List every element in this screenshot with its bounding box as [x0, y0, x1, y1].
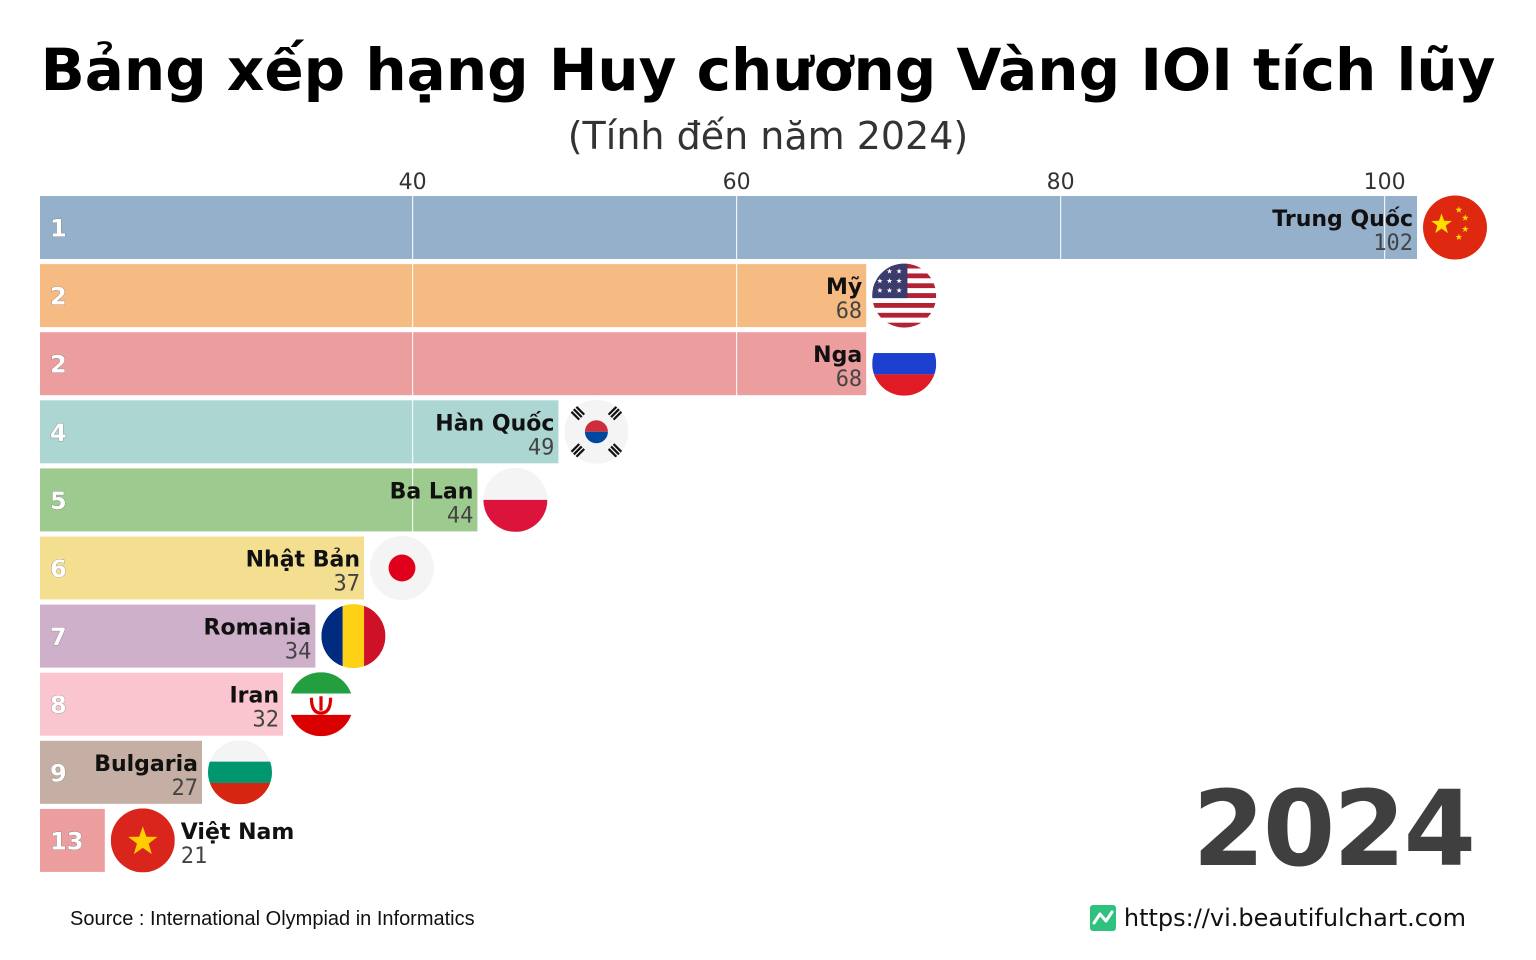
country-label: Trung Quốc — [1272, 207, 1413, 232]
grid-layer: 40 60 80 100 — [399, 170, 1406, 874]
value-label: 32 — [253, 708, 280, 733]
value-label: 49 — [528, 435, 555, 460]
rank-label: 2 — [50, 351, 67, 379]
x-tick-label: 60 — [723, 170, 751, 195]
value-label: 34 — [285, 640, 312, 665]
rank-label: 7 — [50, 623, 67, 651]
bulgaria-flag-icon — [208, 740, 272, 805]
bar-8 — [40, 672, 283, 736]
japan-flag-icon — [370, 536, 434, 600]
value-label: 37 — [334, 572, 361, 597]
country-label: Nhật Bản — [246, 548, 360, 573]
value-label: 68 — [836, 367, 863, 392]
rank-label: 6 — [50, 555, 67, 583]
bar-6 — [40, 536, 364, 600]
website-url[interactable]: https://vi.beautifulchart.com — [1123, 904, 1466, 932]
x-tick-label: 100 — [1364, 170, 1406, 195]
country-label: Romania — [204, 616, 312, 641]
x-tick-label: 40 — [399, 170, 427, 195]
rank-label: 2 — [50, 283, 67, 311]
bar-7 — [40, 604, 316, 668]
year-label: 2024 — [1192, 768, 1476, 890]
country-label: Mỹ — [826, 275, 862, 300]
bar-5 — [40, 468, 478, 532]
value-label: 68 — [836, 299, 863, 324]
country-label: Việt Nam — [181, 820, 294, 845]
romania-flag-icon — [321, 604, 386, 669]
source-text: Source : International Olympiad in Infor… — [70, 908, 475, 930]
south-korea-flag-icon — [564, 399, 629, 464]
country-label: Bulgaria — [94, 752, 198, 777]
rank-label: 13 — [50, 827, 83, 855]
website-link[interactable]: https://vi.beautifulchart.com — [1089, 904, 1466, 932]
poland-flag-icon — [483, 467, 548, 532]
country-label: Hàn Quốc — [435, 411, 554, 436]
bars-layer — [40, 196, 1417, 872]
bar-1 — [40, 196, 1417, 259]
value-label: 21 — [181, 844, 208, 869]
country-label: Ba Lan — [390, 479, 474, 504]
chart-title: Bảng xếp hạng Huy chương Vàng IOI tích l… — [40, 36, 1496, 104]
chart-subtitle: (Tính đến năm 2024) — [567, 114, 969, 158]
iran-flag-icon — [289, 672, 353, 737]
rank-label: 8 — [50, 691, 67, 719]
russia-flag-icon — [872, 331, 937, 396]
rank-label: 4 — [50, 419, 67, 447]
chart-logo-icon — [1089, 905, 1116, 931]
rank-label: 9 — [50, 759, 67, 787]
bar-4 — [40, 400, 559, 464]
x-tick-label: 80 — [1047, 170, 1075, 195]
china-flag-icon — [1423, 195, 1487, 260]
value-label: 102 — [1373, 231, 1413, 256]
usa-flag-icon — [872, 263, 937, 328]
bar-2 — [40, 264, 867, 328]
bar-10 — [40, 808, 105, 872]
vietnam-flag-icon — [110, 808, 175, 873]
value-label: 44 — [447, 503, 474, 528]
bar-3 — [40, 332, 867, 396]
country-label: Iran — [229, 684, 279, 709]
value-label: 27 — [172, 776, 199, 801]
bar-9 — [40, 740, 202, 804]
country-label: Nga — [813, 343, 862, 368]
rank-label: 1 — [50, 215, 67, 243]
rank-label: 5 — [50, 487, 67, 515]
